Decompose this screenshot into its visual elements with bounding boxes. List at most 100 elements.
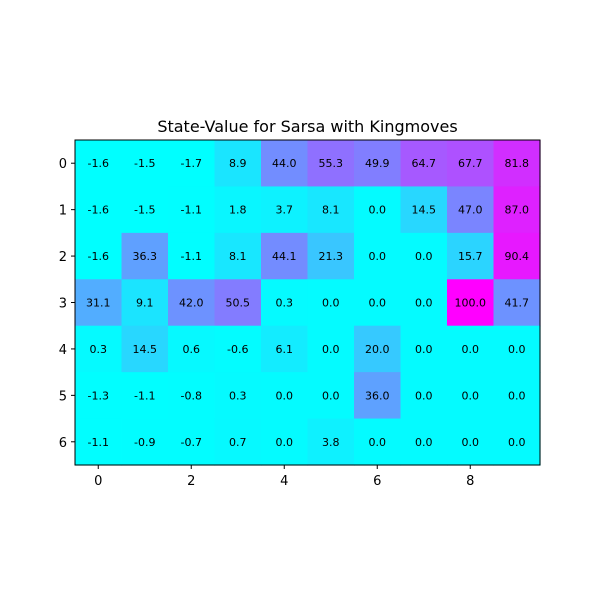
heatmap-cell-r3-c3 <box>214 279 262 327</box>
cell-value-label: 8.1 <box>322 204 340 217</box>
heatmap-cell-r5-c3 <box>214 372 262 420</box>
heatmap-cell-r2-c3 <box>214 232 262 280</box>
heatmap-cell-r5-c7 <box>400 372 448 420</box>
cell-value-label: 1.8 <box>229 204 247 217</box>
x-tick-label: 8 <box>466 474 474 489</box>
heatmap-cell-r1-c8 <box>447 186 495 234</box>
heatmap-cell-r2-c9 <box>493 232 541 280</box>
cell-value-label: 9.1 <box>136 297 154 310</box>
cell-value-label: 0.0 <box>415 389 433 402</box>
cell-value-label: 42.0 <box>179 297 204 310</box>
cell-value-label: -0.7 <box>181 436 202 449</box>
y-tick-label: 1 <box>59 204 67 219</box>
heatmap-cell-r0-c7 <box>400 140 448 188</box>
heatmap-cell-r2-c4 <box>261 232 309 280</box>
cell-value-label: 36.0 <box>365 389 390 402</box>
cell-value-label: 0.6 <box>183 343 201 356</box>
chart-title: State-Value for Sarsa with Kingmoves <box>157 117 457 136</box>
heatmap-cell-r3-c7 <box>400 279 448 327</box>
heatmap-cell-r3-c6 <box>354 279 402 327</box>
cell-value-label: 81.8 <box>505 157 530 170</box>
cell-value-label: 3.8 <box>322 436 340 449</box>
x-tick-label: 6 <box>373 474 381 489</box>
cell-value-label: -0.8 <box>181 389 202 402</box>
heatmap-cell-r0-c1 <box>121 140 169 188</box>
cell-value-label: 3.7 <box>276 204 294 217</box>
heatmap-cell-r5-c1 <box>121 372 169 420</box>
cell-value-label: -1.1 <box>181 250 202 263</box>
cell-value-label: 0.0 <box>369 436 387 449</box>
heatmap-cell-r4-c5 <box>307 325 355 373</box>
cell-value-label: 0.0 <box>322 343 340 356</box>
cell-value-label: 0.0 <box>462 343 480 356</box>
heatmap-cell-r3-c4 <box>261 279 309 327</box>
heatmap-cell-r6-c2 <box>168 418 216 466</box>
x-tick-label: 4 <box>280 474 288 489</box>
heatmap-cell-r2-c5 <box>307 232 355 280</box>
heatmap-cell-r0-c5 <box>307 140 355 188</box>
cell-value-label: 0.0 <box>415 297 433 310</box>
cell-value-label: 67.7 <box>458 157 483 170</box>
cell-value-label: 14.5 <box>412 204 437 217</box>
cell-value-label: -1.5 <box>134 157 155 170</box>
x-tick-label: 0 <box>94 474 102 489</box>
y-tick-label: 0 <box>59 157 67 172</box>
heatmap-cell-r1-c7 <box>400 186 448 234</box>
y-tick-label: 4 <box>59 343 67 358</box>
cell-value-label: -1.1 <box>181 204 202 217</box>
heatmap-cell-r1-c2 <box>168 186 216 234</box>
cell-value-label: 0.0 <box>369 250 387 263</box>
heatmap-cell-r6-c4 <box>261 418 309 466</box>
heatmap-cell-r6-c7 <box>400 418 448 466</box>
cell-value-label: 90.4 <box>505 250 530 263</box>
heatmap-cell-r0-c9 <box>493 140 541 188</box>
cell-value-label: 0.0 <box>508 389 526 402</box>
cell-value-label: 47.0 <box>458 204 483 217</box>
heatmap-cell-r4-c6 <box>354 325 402 373</box>
heatmap-cell-r4-c9 <box>493 325 541 373</box>
cell-value-label: 0.0 <box>276 436 294 449</box>
cell-value-label: -1.6 <box>88 204 109 217</box>
cell-value-label: 0.0 <box>415 250 433 263</box>
heatmap-cell-r3-c8 <box>447 279 495 327</box>
cell-value-label: 55.3 <box>319 157 344 170</box>
heatmap-cell-r1-c5 <box>307 186 355 234</box>
cell-value-label: 0.0 <box>508 436 526 449</box>
cell-value-label: 0.0 <box>415 343 433 356</box>
cell-value-label: 31.1 <box>86 297 111 310</box>
heatmap-cell-r4-c4 <box>261 325 309 373</box>
cell-value-label: -1.1 <box>88 436 109 449</box>
heatmap-cell-r1-c6 <box>354 186 402 234</box>
heatmap-cell-r5-c2 <box>168 372 216 420</box>
cell-value-label: 87.0 <box>505 204 530 217</box>
heatmap-cell-r5-c5 <box>307 372 355 420</box>
heatmap-cell-r4-c2 <box>168 325 216 373</box>
cell-value-label: 49.9 <box>365 157 390 170</box>
heatmap-cell-r0-c8 <box>447 140 495 188</box>
cell-value-label: 0.0 <box>415 436 433 449</box>
cell-value-label: -1.6 <box>88 250 109 263</box>
heatmap-cell-r4-c1 <box>121 325 169 373</box>
heatmap-cell-r1-c9 <box>493 186 541 234</box>
heatmap-cell-r1-c1 <box>121 186 169 234</box>
heatmap-cell-r4-c8 <box>447 325 495 373</box>
heatmap-cell-r0-c6 <box>354 140 402 188</box>
heatmap-cell-r2-c1 <box>121 232 169 280</box>
cell-value-label: 0.3 <box>90 343 108 356</box>
cell-value-label: 0.3 <box>229 389 247 402</box>
heatmap-cell-r4-c3 <box>214 325 262 373</box>
cell-value-label: -1.3 <box>88 389 109 402</box>
cell-value-label: -0.6 <box>227 343 248 356</box>
cell-value-label: 8.1 <box>229 250 247 263</box>
heatmap-cell-r2-c8 <box>447 232 495 280</box>
cell-value-label: 44.1 <box>272 250 297 263</box>
heatmap-cell-r0-c2 <box>168 140 216 188</box>
y-tick-label: 5 <box>59 389 67 404</box>
cell-value-label: 0.3 <box>276 297 294 310</box>
heatmap-cell-r3-c2 <box>168 279 216 327</box>
cell-value-label: -1.7 <box>181 157 202 170</box>
heatmap-cell-r6-c8 <box>447 418 495 466</box>
heatmap-cell-r5-c8 <box>447 372 495 420</box>
cell-value-label: -0.9 <box>134 436 155 449</box>
